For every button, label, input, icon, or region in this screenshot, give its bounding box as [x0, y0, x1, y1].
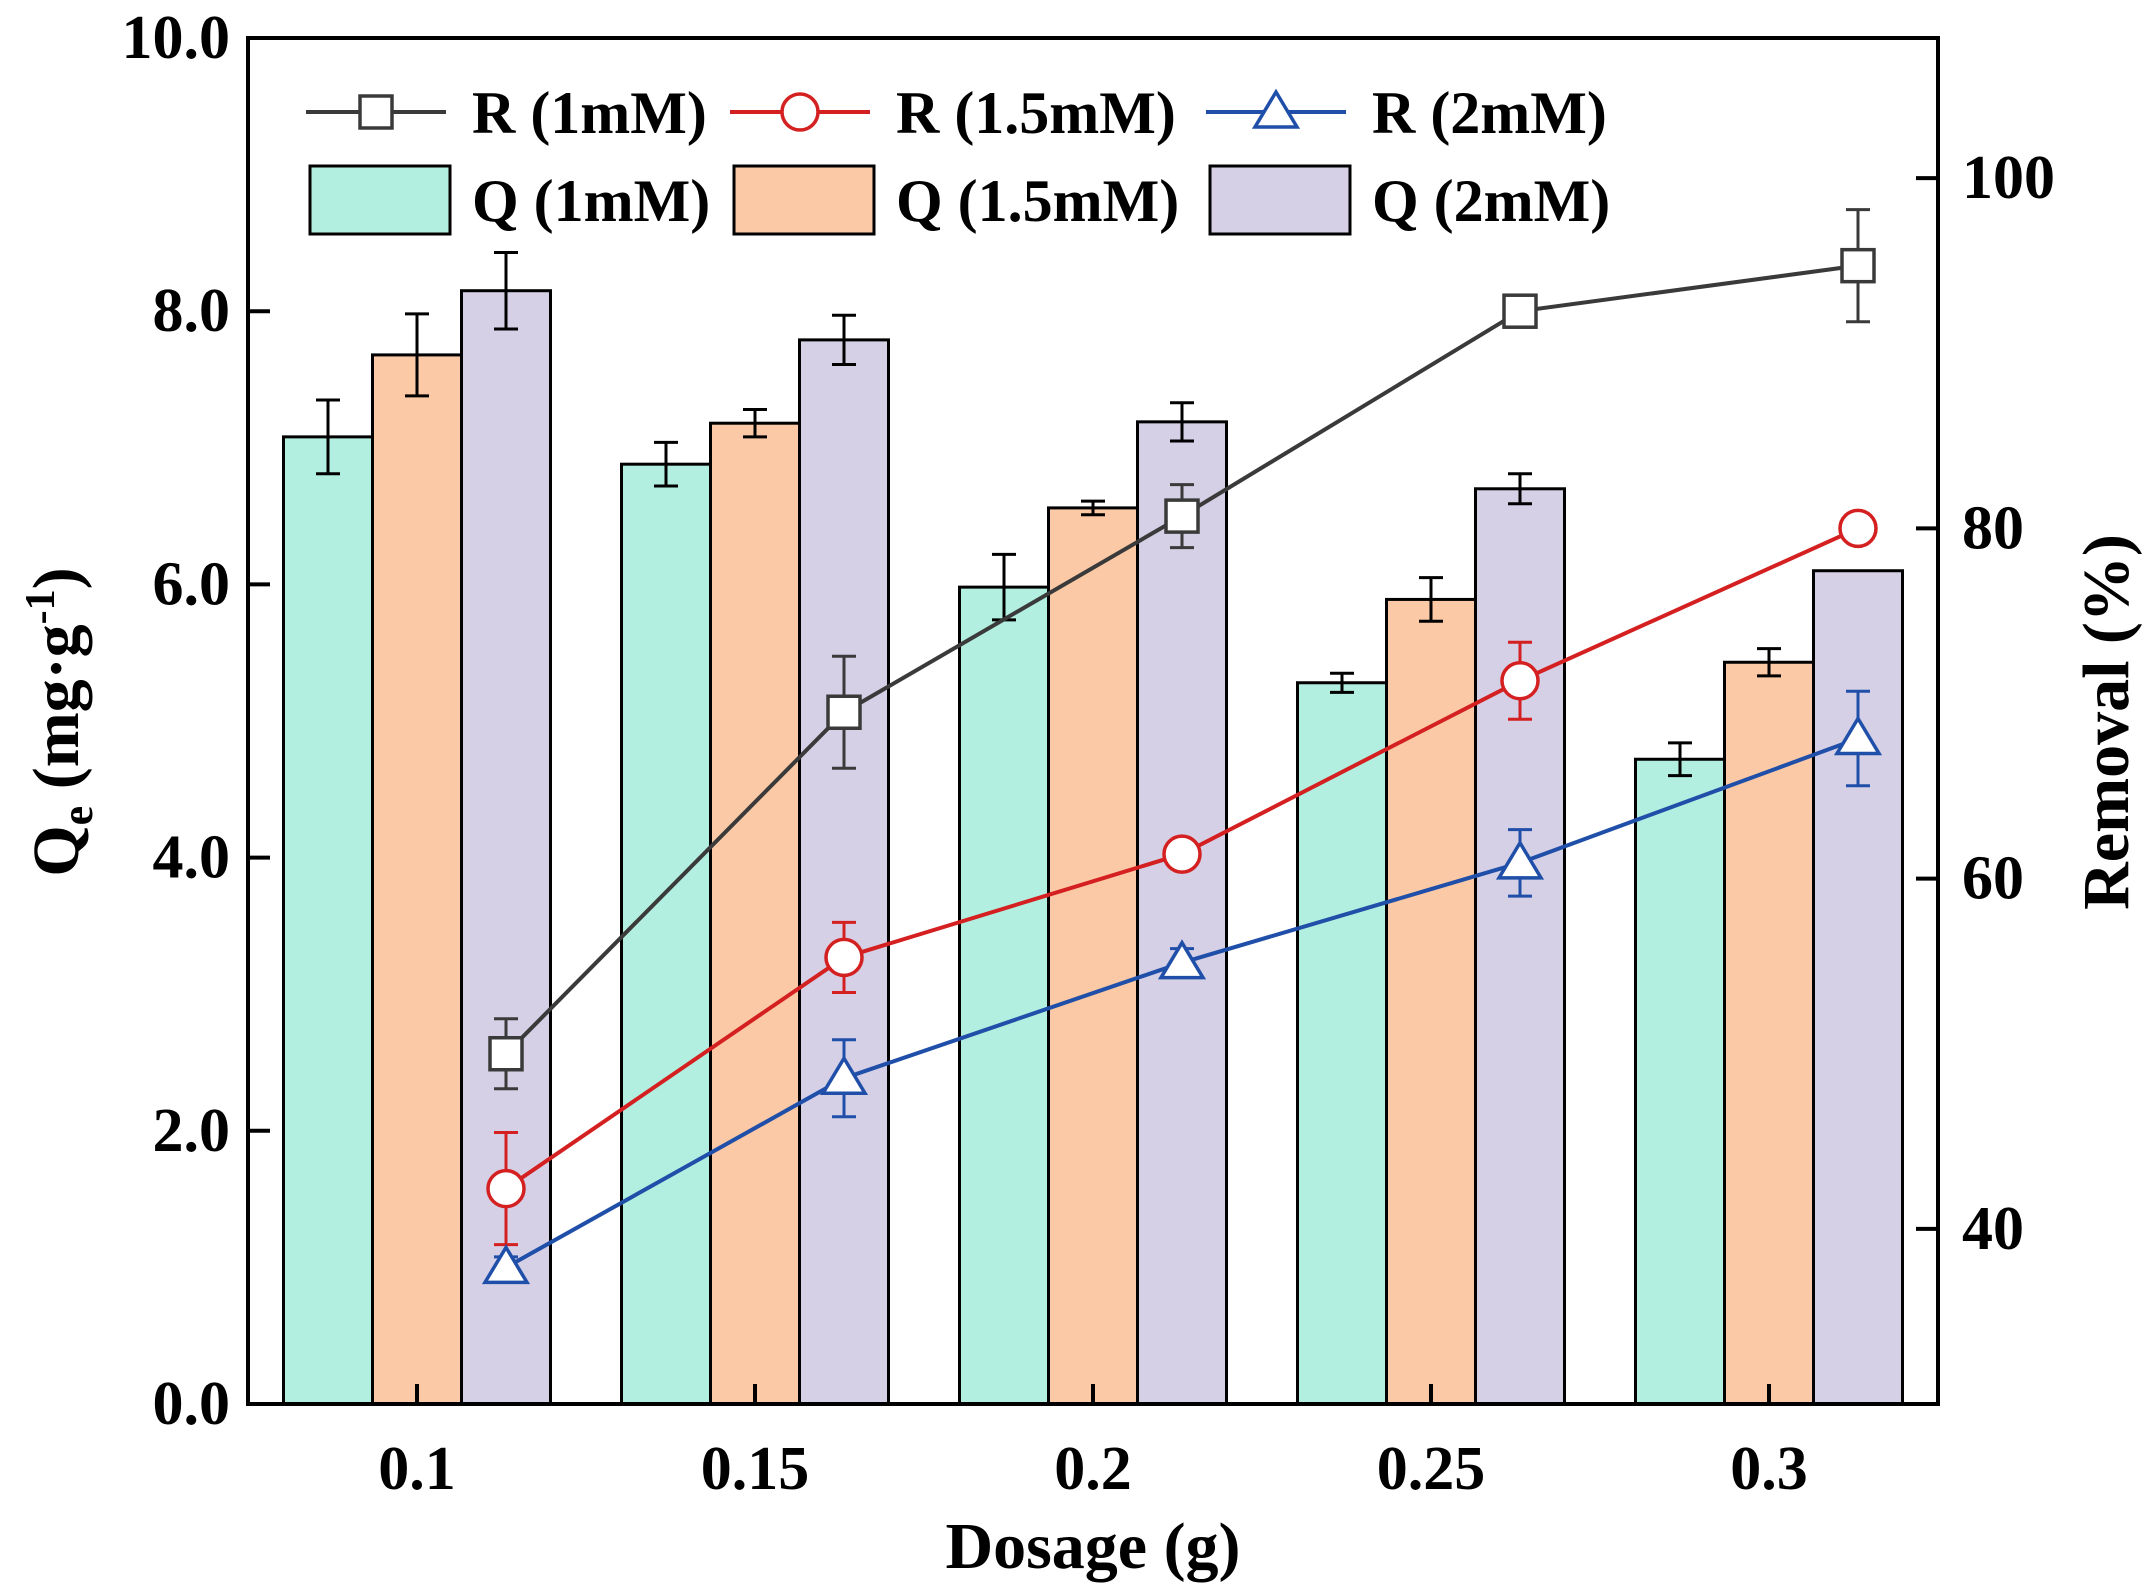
bar: [1136, 420, 1228, 1406]
y-tick-label: 10.0: [122, 4, 231, 72]
line-marker: [1162, 834, 1202, 874]
y-axis-title-main: Q: [20, 825, 93, 876]
y-axis-title-sup: -1: [18, 589, 64, 624]
line-marker: [1500, 660, 1540, 701]
x-axis-title: Dosage (g): [945, 1510, 1240, 1583]
y2-tick-label: 100: [1962, 144, 2055, 212]
line-marker: [819, 1054, 869, 1096]
y-tick-label: 2.0: [153, 1097, 231, 1165]
x-tick-label: 0.2: [1054, 1435, 1132, 1503]
bar-group: [282, 250, 1904, 1406]
y2-axis-title: Removal (%): [2070, 534, 2143, 910]
bar: [460, 289, 552, 1406]
bar: [1296, 681, 1388, 1406]
x-tick-label: 0.1: [378, 1435, 456, 1503]
y-tick-label: 6.0: [153, 550, 231, 618]
line-marker: [358, 94, 394, 130]
x-tick-label: 0.3: [1730, 1435, 1808, 1503]
legend: R (1mM) R (1.5mM) R (2mM) Q (1mM) Q (1.5mM) Q…: [306, 80, 1610, 236]
line-marker: [1164, 498, 1200, 534]
legend-label: R (1.5mM): [896, 80, 1176, 146]
line-marker: [488, 1035, 524, 1072]
bar: [958, 585, 1050, 1406]
bar: [1047, 506, 1139, 1406]
bar: [620, 462, 712, 1406]
line-marker: [1840, 247, 1876, 284]
right-y-axis: 40 60 80 100: [1916, 144, 2055, 1263]
legend-label: R (2mM): [1372, 80, 1607, 146]
y-axis-title-close: ): [20, 567, 93, 589]
line-marker: [1251, 88, 1301, 129]
y2-tick-label: 80: [1962, 494, 2024, 562]
y-axis-title: Qe (mg·g-1): [18, 567, 102, 876]
legend-bar-swatch: [1208, 164, 1352, 236]
line-marker: [826, 694, 862, 730]
line-marker: [1838, 508, 1878, 549]
x-tick-label: 0.15: [701, 1435, 810, 1503]
bar: [798, 338, 890, 1406]
x-axis: 0.1 0.15 0.2 0.25 0.3: [378, 1384, 1808, 1503]
y-tick-label: 4.0: [153, 824, 231, 892]
x-tick-label: 0.25: [1377, 1435, 1486, 1503]
y-axis-title-sub: e: [53, 806, 102, 826]
line-marker: [1157, 939, 1207, 980]
left-y-axis: 0.0 2.0 4.0 6.0 8.0 10.0: [122, 4, 270, 1438]
line-marker: [481, 1243, 531, 1285]
legend-bar-swatch: [308, 164, 452, 236]
line-marker: [1495, 839, 1545, 880]
bar: [709, 421, 801, 1406]
legend-bar-swatch: [732, 164, 876, 236]
legend-label: Q (2mM): [1372, 168, 1610, 234]
y-tick-label: 0.0: [153, 1370, 231, 1438]
bar: [1474, 487, 1566, 1406]
line-marker: [824, 937, 864, 978]
legend-label: Q (1.5mM): [896, 168, 1179, 234]
legend-label: R (1mM): [472, 80, 707, 146]
bar: [1634, 757, 1726, 1406]
y-tick-label: 8.0: [153, 277, 231, 345]
y2-tick-label: 60: [1962, 845, 2024, 913]
bar: [1723, 660, 1815, 1406]
bar: [282, 435, 374, 1406]
bar: [1385, 597, 1477, 1406]
line-marker: [1502, 293, 1538, 329]
line-marker: [486, 1168, 526, 1209]
line-marker: [780, 92, 820, 132]
legend-label: Q (1mM): [472, 168, 710, 234]
y2-tick-label: 40: [1962, 1195, 2024, 1263]
bar: [371, 353, 463, 1406]
y-axis-title-unit: (mg·g: [20, 624, 93, 805]
line-marker: [1833, 715, 1883, 756]
line-group: [481, 208, 1883, 1285]
